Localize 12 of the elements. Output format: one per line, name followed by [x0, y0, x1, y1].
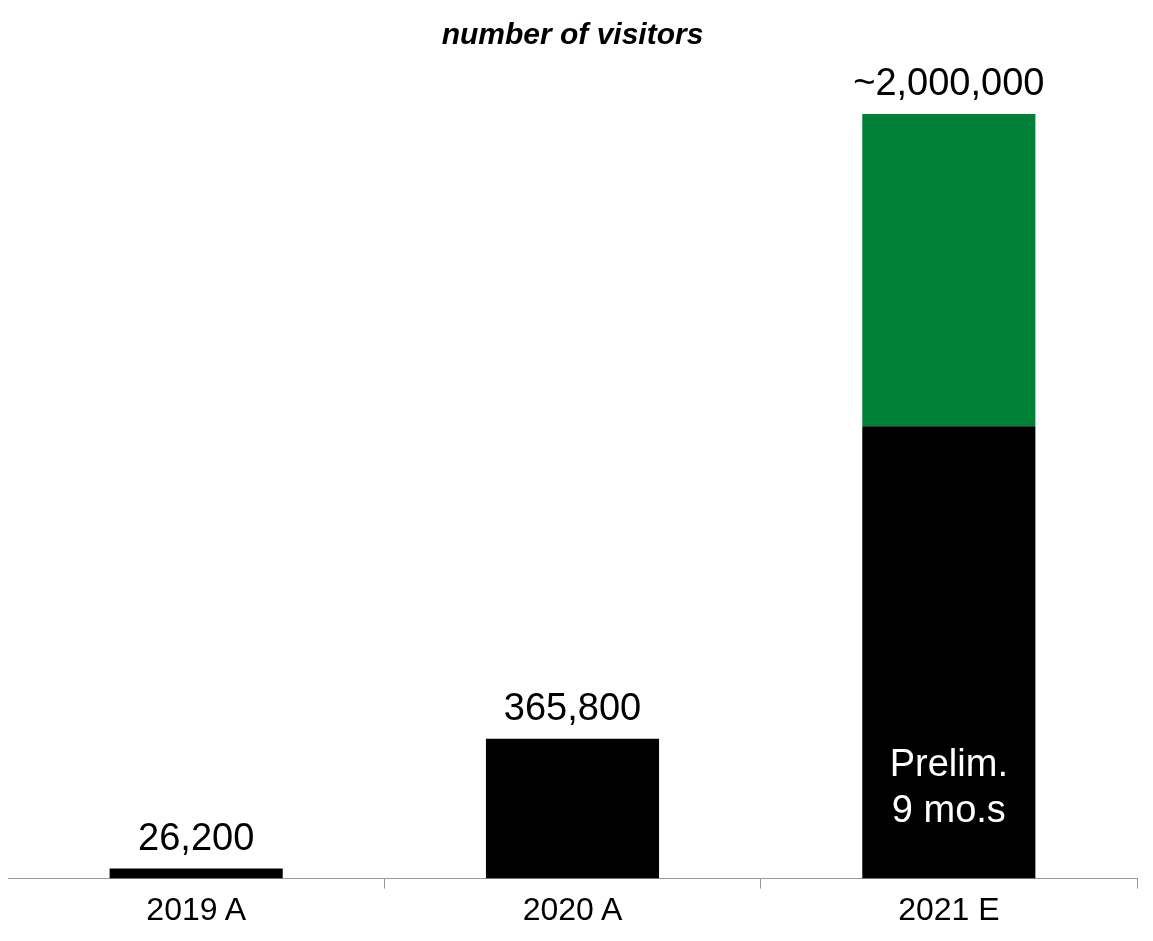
x-tick-label: 2021 E — [898, 890, 1000, 927]
bar — [862, 426, 1036, 879]
x-tick-label: 2019 A — [146, 890, 247, 927]
total-label: ~2,000,000 — [853, 61, 1045, 104]
bar — [109, 868, 283, 879]
x-tick-label: 2020 A — [522, 890, 623, 927]
annotation: Prelim. 9 mo.s — [889, 742, 1008, 831]
bar — [862, 114, 1036, 427]
data-label: 26,200 — [138, 816, 255, 859]
bar — [485, 738, 660, 879]
data-label: 365,800 — [503, 686, 642, 729]
chart-title: number of visitors — [441, 17, 704, 51]
